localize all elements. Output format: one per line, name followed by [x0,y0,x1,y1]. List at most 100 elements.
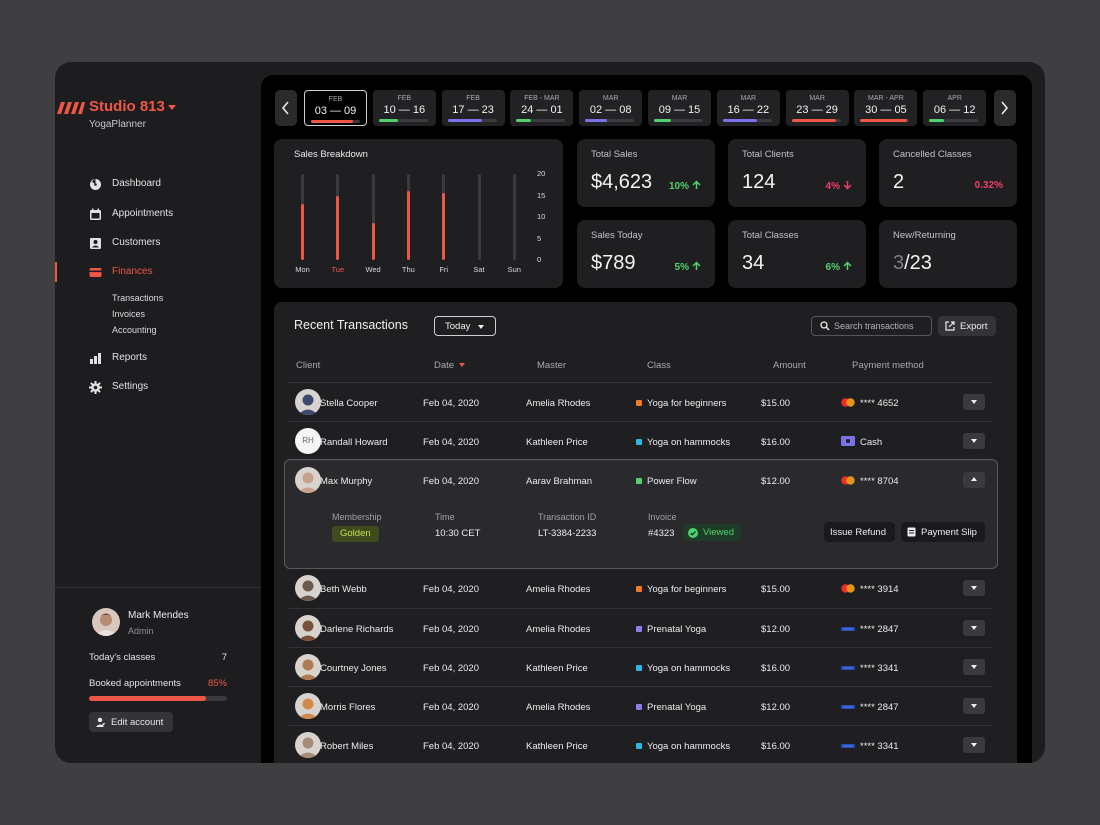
prev-week-button[interactable] [275,90,297,126]
export-button[interactable]: Export [938,316,996,336]
payment-slip-button[interactable]: Payment Slip [901,522,985,542]
payment-info: **** 3341 [860,741,899,752]
table-row[interactable]: Morris Flores Feb 04, 2020 Amelia Rhodes Pr… [284,687,998,725]
week-load-fill [447,119,482,122]
transaction-date: Feb 04, 2020 [423,702,479,713]
invoice-value[interactable]: #4323 [648,528,675,539]
table-row[interactable]: Courtney Jones Feb 04, 2020 Kathleen Price… [284,648,998,686]
week-chip[interactable]: APR 06 — 12 [923,90,987,126]
nav-item-appointments[interactable]: Appointments [55,204,261,226]
table-row[interactable]: Max Murphy Feb 04, 2020 Aarav Brahman Power… [284,461,998,499]
section-title: Recent Transactions [294,318,408,332]
transaction-date: Feb 04, 2020 [423,437,479,448]
amount: $12.00 [761,702,791,713]
avatar[interactable] [92,608,120,636]
column-header-amount[interactable]: Amount [773,360,806,371]
next-week-button[interactable] [994,90,1016,126]
expand-row-button[interactable] [963,433,985,449]
expand-row-button[interactable] [963,698,985,714]
week-chip[interactable]: MAR 02 — 08 [579,90,643,126]
bar-wed[interactable] [371,223,375,260]
column-header-class[interactable]: Class [647,360,671,371]
sidebar-divider [55,587,261,588]
kpi-title: New/Returning [893,230,956,241]
table-row[interactable]: Robert Miles Feb 04, 2020 Kathleen Price Yo… [284,726,998,763]
table-row[interactable]: Darlene Richards Feb 04, 2020 Amelia Rhode… [284,609,998,647]
table-row[interactable]: Beth Webb Feb 04, 2020 Amelia Rhodes Yoga f… [284,569,998,607]
payment-info: **** 4652 [860,398,899,409]
transaction-id-label: Transaction ID [538,512,597,522]
bar-thu[interactable] [406,191,410,260]
week-month: MAR [602,95,619,102]
column-header-client[interactable]: Client [296,360,321,371]
kpi-card-total-sales: Total Sales $4,623 10% [577,139,715,207]
column-header-payment-method[interactable]: Payment method [852,360,924,371]
invoice-status-badge: Viewed [683,524,741,541]
edit-account-button[interactable]: Edit account [89,712,173,732]
visa-icon [841,666,855,670]
kpi-title: Total Sales [591,149,638,160]
recent-transactions-panel: Recent Transactions Today Export Clie [274,302,1017,763]
user-avatar-icon [295,693,321,719]
nav-item-reports[interactable]: Reports [55,348,261,370]
week-load-fill [654,119,672,122]
client-name: Max Murphy [320,476,373,487]
invoice-label: Invoice [648,512,677,522]
status-text: Viewed [703,527,734,538]
nav-item-dashboard[interactable]: Dashboard [55,174,261,196]
nav-item-settings[interactable]: Settings [55,377,261,399]
nav-item-customers[interactable]: Customers [55,233,261,255]
class-name: Prenatal Yoga [647,702,707,713]
week-range: 06 — 12 [933,104,976,116]
week-chip[interactable]: FEB 10 — 16 [372,90,436,126]
subnav-transactions[interactable]: Transactions [112,293,164,303]
row-divider [288,725,992,726]
chevron-down-icon [971,439,977,443]
date-filter-dropdown[interactable]: Today [434,316,496,336]
week-load-fill [585,119,608,122]
expand-row-button[interactable] [963,394,985,410]
issue-refund-button[interactable]: Issue Refund [824,522,895,542]
column-header-master[interactable]: Master [537,360,567,371]
week-chip[interactable]: MAR 23 — 29 [785,90,849,126]
kpi-card-sales-today: Sales Today $789 5% [577,220,715,288]
kpi-change-value: 0.32% [974,180,1003,191]
booked-progress-bar [89,696,227,701]
y-tick-label: 20 [537,169,546,178]
table-row[interactable]: RH Randall Howard Feb 04, 2020 Kathleen Pri… [284,422,998,460]
kpi-change-value: 6% [825,262,840,273]
expand-row-button[interactable] [963,620,985,636]
week-chip[interactable]: MAR - APR 30 — 05 [854,90,918,126]
amount: $15.00 [761,584,791,595]
client-name: Robert Miles [320,741,374,752]
week-chip[interactable]: FEB - MAR 24 — 01 [510,90,574,126]
week-chip[interactable]: FEB 17 — 23 [441,90,505,126]
user-avatar-icon [92,608,120,636]
expand-row-button[interactable] [963,580,985,596]
expand-row-button[interactable] [963,737,985,753]
week-month: MAR [740,95,757,102]
class-name: Yoga on hammocks [647,663,731,674]
table-row[interactable]: Stella Cooper Feb 04, 2020 Amelia Rhodes Yo… [284,383,998,421]
expand-row-button[interactable] [963,659,985,675]
chevron-down-icon [971,400,977,404]
brand-switcher[interactable]: Studio 813 YogaPlanner [55,98,261,138]
button-label: Edit account [111,717,164,728]
week-chip[interactable]: MAR 09 — 15 [648,90,711,126]
search-input[interactable] [834,319,928,333]
column-header-date[interactable]: Date [434,360,466,371]
subnav-invoices[interactable]: Invoices [112,309,146,319]
subnav-accounting[interactable]: Accounting [112,325,157,335]
receipt-icon [907,527,916,537]
week-load-fill [311,120,353,123]
week-chip[interactable]: FEB 03 — 09 [304,90,367,126]
week-chip[interactable]: MAR 16 — 22 [716,90,780,126]
bar-tue[interactable] [336,195,340,260]
master-name: Amelia Rhodes [526,702,591,713]
bar-mon[interactable] [301,204,304,260]
nav-item-finances[interactable]: Finances [55,262,261,284]
amount: $12.00 [761,476,791,487]
bar-fri[interactable] [442,193,446,260]
collapse-row-button[interactable] [963,472,985,488]
nav-label: Finances [112,266,153,277]
